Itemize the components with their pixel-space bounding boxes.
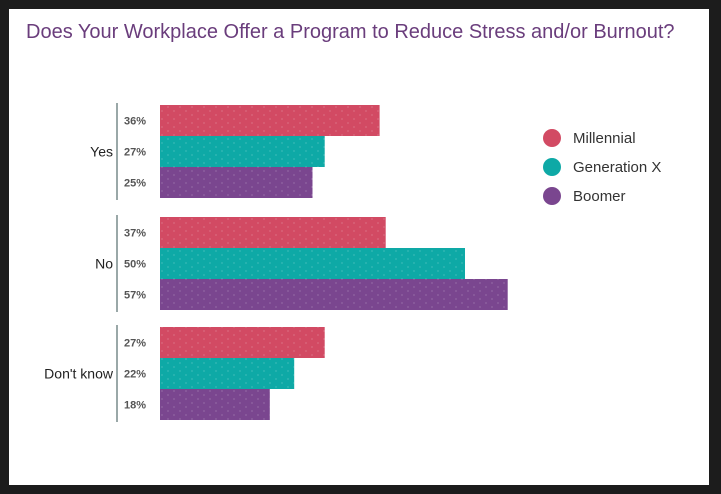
legend-marker [543,158,561,176]
category-label: Yes [90,144,113,160]
legend-label: Generation X [573,159,661,176]
legend-label: Boomer [573,188,626,205]
bar-group: No 37% 50% 57% [95,215,508,312]
category-label: No [95,256,113,272]
data-label: 27% [124,147,146,159]
legend-marker [543,187,561,205]
data-label: 57% [124,290,146,302]
bar-texture [160,105,380,136]
chart-title: Does Your Workplace Offer a Program to R… [26,21,675,43]
data-label: 18% [124,400,146,412]
legend-marker [543,129,561,147]
bar-texture [160,217,386,248]
category-label: Don't know [44,366,114,382]
legend: Millennial Generation X Boomer [543,129,661,205]
bar-group: Yes 36% 27% 25% [90,103,380,200]
data-label: 37% [124,228,146,240]
legend-label: Millennial [573,130,636,147]
bar-group: Don't know 27% 22% 18% [44,325,325,422]
bar-texture [160,389,270,420]
bar-texture [160,136,325,167]
data-label: 36% [124,116,146,128]
chart-frame: Does Your Workplace Offer a Program to R… [9,9,709,485]
bar-chart: Yes 36% 27% 25% No 37% 50% 57% Don't know 27% 22% 1… [44,103,661,422]
bar-texture [160,279,508,310]
data-label: 50% [124,259,146,271]
bar-texture [160,167,313,198]
bar-texture [160,248,465,279]
bar-texture [160,358,295,389]
data-label: 22% [124,369,146,381]
data-label: 25% [124,178,146,190]
data-label: 27% [124,338,146,350]
bar-texture [160,327,325,358]
